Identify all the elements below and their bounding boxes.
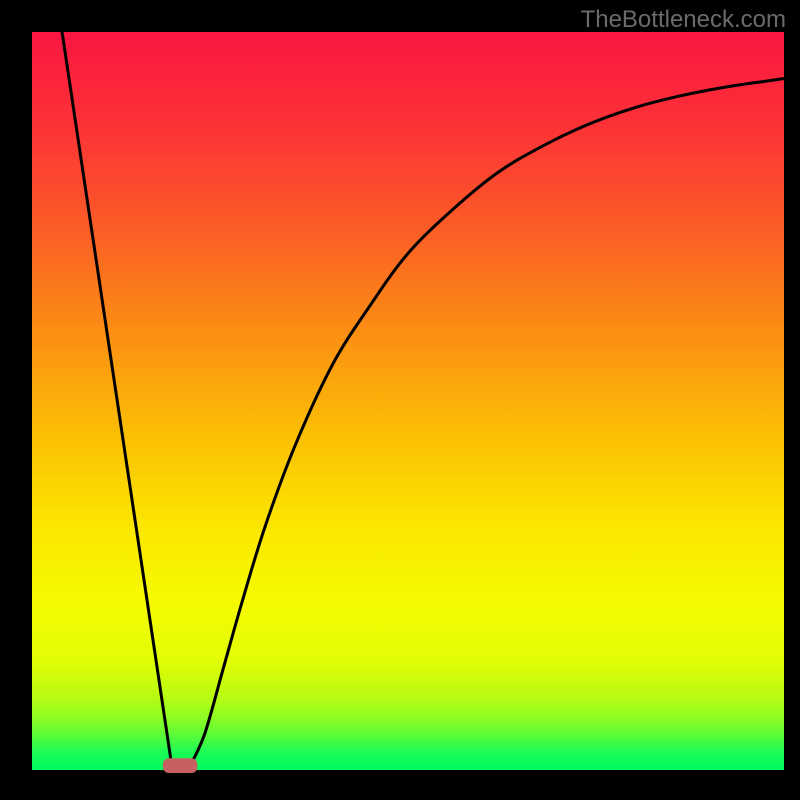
- plot-background: [32, 32, 784, 770]
- bottleneck-chart: [0, 0, 800, 800]
- chart-container: TheBottleneck.com: [0, 0, 800, 800]
- watermark-text: TheBottleneck.com: [581, 6, 786, 34]
- optimal-range-marker: [163, 758, 198, 773]
